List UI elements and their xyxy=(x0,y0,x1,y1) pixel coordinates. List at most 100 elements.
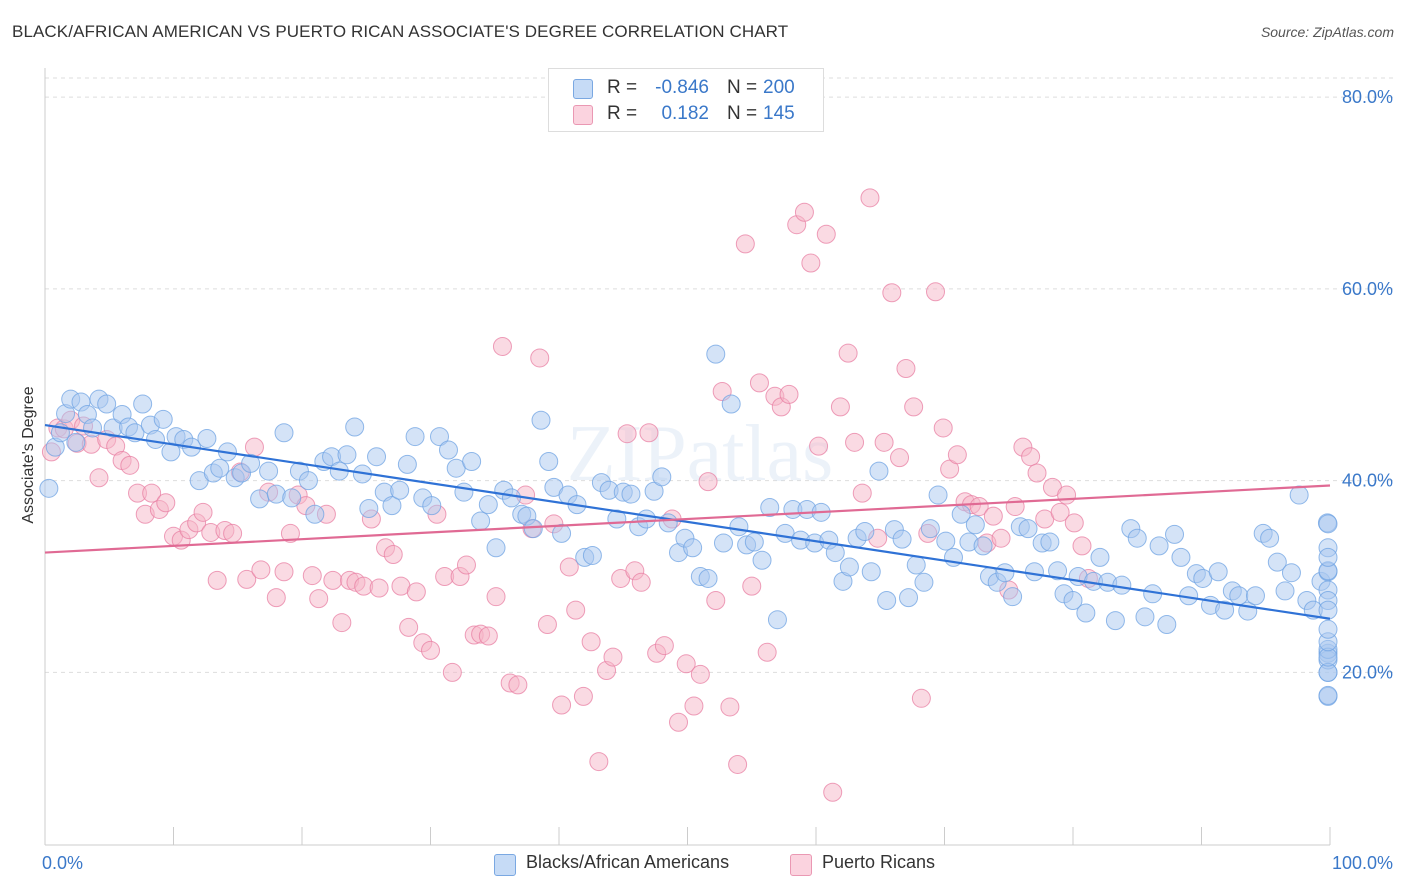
blue-data-point xyxy=(1289,485,1309,505)
pink-data-point xyxy=(669,712,689,732)
blue-data-point xyxy=(855,521,875,541)
blue-data-point xyxy=(683,538,703,558)
pink-data-point xyxy=(156,493,176,513)
blue-data-point xyxy=(337,445,357,465)
pink-data-point xyxy=(1005,497,1025,517)
pink-data-point xyxy=(911,688,931,708)
blue-data-point xyxy=(367,447,387,467)
pink-data-point xyxy=(801,253,821,273)
legend-r-label: R = xyxy=(607,103,638,124)
blue-data-point xyxy=(1260,528,1280,548)
y-tick-label: 80.0% xyxy=(1342,87,1393,107)
pink-data-point xyxy=(830,397,850,417)
blue-data-point xyxy=(899,588,919,608)
pink-data-point xyxy=(838,343,858,363)
blue-data-point xyxy=(429,427,449,447)
legend-swatch-pink xyxy=(573,105,593,125)
blue-data-point xyxy=(250,489,270,509)
pink-data-point xyxy=(1050,502,1070,522)
pink-data-point xyxy=(684,696,704,716)
pink-data-point xyxy=(639,423,659,443)
pink-data-point xyxy=(728,754,748,774)
blue-data-point xyxy=(652,467,672,487)
blue-data-point xyxy=(1063,591,1083,611)
blue-data-point xyxy=(729,517,749,537)
pink-data-point xyxy=(552,695,572,715)
blue-data-point xyxy=(760,498,780,518)
pink-data-point xyxy=(779,384,799,404)
source-label: Source: ZipAtlas.com xyxy=(1260,24,1394,40)
blue-data-point xyxy=(153,409,173,429)
pink-data-point xyxy=(1072,536,1092,556)
blue-data-point xyxy=(241,453,261,473)
blue-data-point xyxy=(1112,575,1132,595)
blue-data-point xyxy=(422,496,442,516)
series-blue-points xyxy=(39,344,1338,706)
pink-data-point xyxy=(332,613,352,633)
blue-data-point xyxy=(1318,547,1338,567)
pink-data-point xyxy=(383,544,403,564)
pink-data-point xyxy=(890,448,910,468)
pink-data-point xyxy=(193,502,213,522)
blue-data-point xyxy=(877,591,897,611)
pink-data-point xyxy=(530,348,550,368)
blue-data-point xyxy=(1318,685,1338,705)
pink-data-point xyxy=(309,589,329,609)
x-tick-label-max: 100.0% xyxy=(1332,853,1393,873)
pink-data-point xyxy=(442,662,462,682)
blue-data-point xyxy=(1018,519,1038,539)
pink-data-point xyxy=(478,626,498,646)
blue-data-point xyxy=(706,344,726,364)
pink-data-point xyxy=(537,614,557,634)
blue-data-point xyxy=(1245,586,1265,606)
legend-row-blacks: R = -0.846 N = 200 xyxy=(549,75,823,101)
pink-data-point xyxy=(816,224,836,244)
blue-data-point xyxy=(1318,619,1338,639)
pink-data-point xyxy=(456,555,476,575)
blue-data-point xyxy=(39,478,59,498)
pink-data-point xyxy=(486,587,506,607)
bottom-legend-label-blacks: Blacks/African Americans xyxy=(526,852,730,872)
blue-data-point xyxy=(636,509,656,529)
pink-data-point xyxy=(698,472,718,492)
pink-data-point xyxy=(720,697,740,717)
blue-data-point xyxy=(752,550,772,570)
pink-data-point xyxy=(742,576,762,596)
blue-data-point xyxy=(345,417,365,437)
blue-data-point xyxy=(825,543,845,563)
legend-r-value: -0.846 xyxy=(655,77,709,98)
blue-data-point xyxy=(698,568,718,588)
blue-data-point xyxy=(298,471,318,491)
blue-data-point xyxy=(1149,536,1169,556)
pink-data-point xyxy=(399,617,419,637)
pink-data-point xyxy=(244,437,264,457)
blue-data-point xyxy=(869,461,889,481)
blue-data-point xyxy=(197,428,217,448)
pink-data-point xyxy=(573,686,593,706)
blue-data-point xyxy=(936,531,956,551)
pink-data-point xyxy=(706,591,726,611)
blue-trend-line xyxy=(44,423,1331,620)
blue-data-point xyxy=(259,461,279,481)
pink-data-point xyxy=(757,642,777,662)
blue-data-point xyxy=(713,533,733,553)
blue-data-point xyxy=(146,429,166,449)
legend-r-value: 0.182 xyxy=(661,103,709,124)
blue-data-point xyxy=(486,538,506,558)
x-tick-labels: 0.0% 100.0% xyxy=(42,853,1393,873)
blue-data-point xyxy=(995,563,1015,583)
bottom-legend-swatch-pink xyxy=(790,854,812,876)
blue-data-point xyxy=(721,394,741,414)
pink-data-point xyxy=(89,468,109,488)
pink-data-point xyxy=(223,523,243,543)
blue-data-point xyxy=(744,532,764,552)
blue-data-point xyxy=(1171,547,1191,567)
blue-data-point xyxy=(892,529,912,549)
pink-data-point xyxy=(823,782,843,802)
blue-data-point xyxy=(462,452,482,471)
blue-data-point xyxy=(861,562,881,582)
pink-data-point xyxy=(933,418,953,438)
pink-data-point xyxy=(926,282,946,302)
pink-data-point xyxy=(874,432,894,452)
pink-data-point xyxy=(369,578,389,598)
